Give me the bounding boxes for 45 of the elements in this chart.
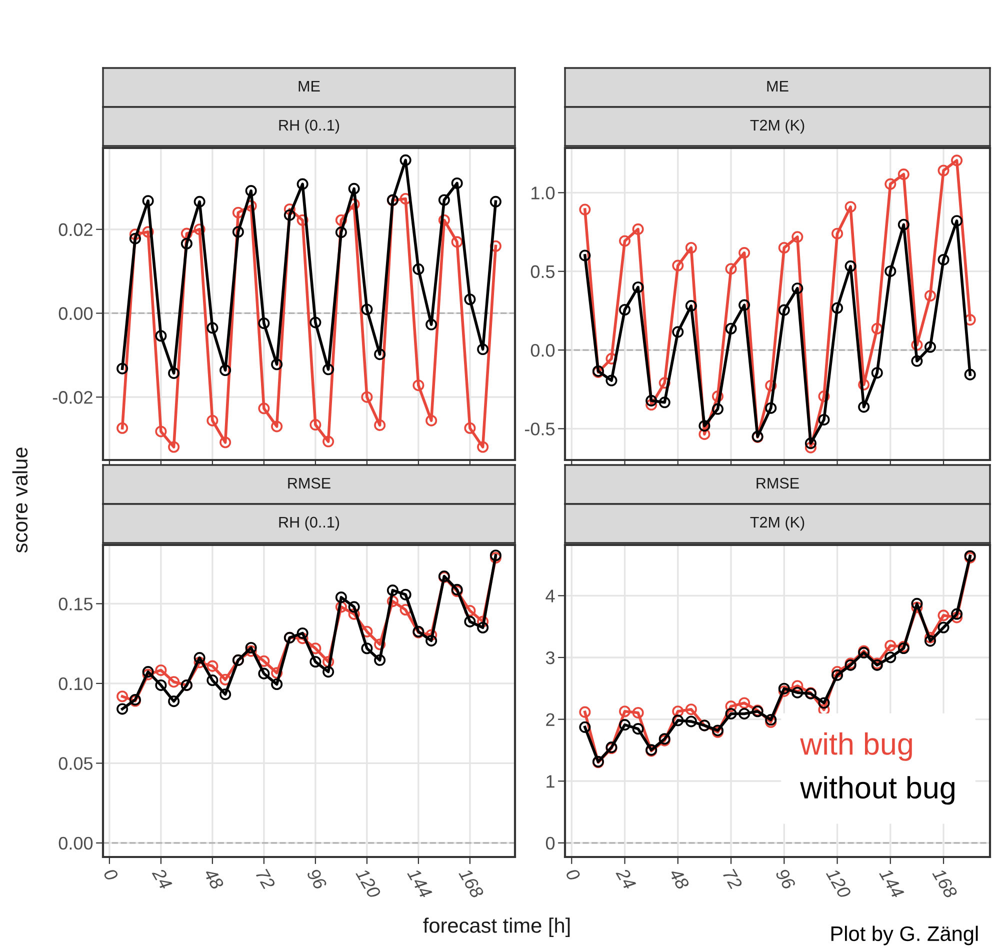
x-tick-label: 48 (668, 867, 690, 891)
y-tick-label: 0 (546, 836, 555, 850)
chart-subtitle: RH (0..1) (279, 119, 340, 134)
x-tick-label: 72 (256, 868, 276, 890)
x-tick-label: 144 (879, 867, 904, 899)
y-tick-label: 0.10 (58, 677, 93, 690)
x-tick-label: 96 (306, 867, 328, 891)
y-tick-label: 0.0 (530, 344, 555, 357)
y-axis-title: score value (12, 448, 28, 553)
chart-subtitle: RH (0..1) (279, 516, 340, 531)
y-tick-label: 0.02 (58, 223, 92, 236)
y-tick-label: -0.5 (524, 422, 555, 436)
x-tick-label: 24 (152, 866, 172, 890)
chart-title: ME (767, 80, 788, 92)
y-tick-label: 0.5 (530, 265, 555, 278)
y-tick-label: 1 (546, 775, 554, 788)
chart-title: RMSE (756, 478, 799, 489)
x-tick-label: 96 (775, 867, 796, 891)
x-tick-label: 72 (722, 868, 743, 890)
y-tick-label: 1.0 (532, 186, 555, 200)
x-tick-label: 24 (616, 866, 636, 890)
x-tick-label: 0 (103, 868, 119, 882)
chart-title: ME (298, 80, 320, 92)
series-label: without bug (800, 776, 954, 805)
y-tick-label: 2 (546, 713, 554, 726)
chart-subtitle: T2M (K) (750, 119, 804, 134)
x-tick-label: 120 (355, 867, 382, 900)
y-tick-label: 0.00 (58, 307, 93, 320)
chart-subtitle: T2M (K) (750, 516, 804, 531)
y-tick-label: 0.05 (58, 757, 93, 770)
x-tick-label: 120 (826, 867, 852, 900)
x-tick-label: 168 (458, 867, 484, 900)
series-label: with bug (800, 732, 912, 761)
x-tick-label: 168 (932, 867, 958, 900)
text: Plot by G. Zängl (831, 926, 978, 946)
y-tick-label: 3 (546, 651, 554, 664)
x-tick-label: 144 (407, 867, 432, 899)
chart-title: RMSE (288, 478, 330, 489)
y-tick-label: 0.00 (58, 836, 93, 850)
y-tick-label: -0.02 (52, 391, 92, 404)
x-tick-label: 0 (565, 868, 581, 882)
y-tick-label: 0.15 (58, 598, 93, 610)
y-tick-label: 4 (546, 590, 555, 602)
x-axis-title: forecast time [h] (423, 918, 570, 937)
x-tick-label: 48 (203, 867, 224, 891)
